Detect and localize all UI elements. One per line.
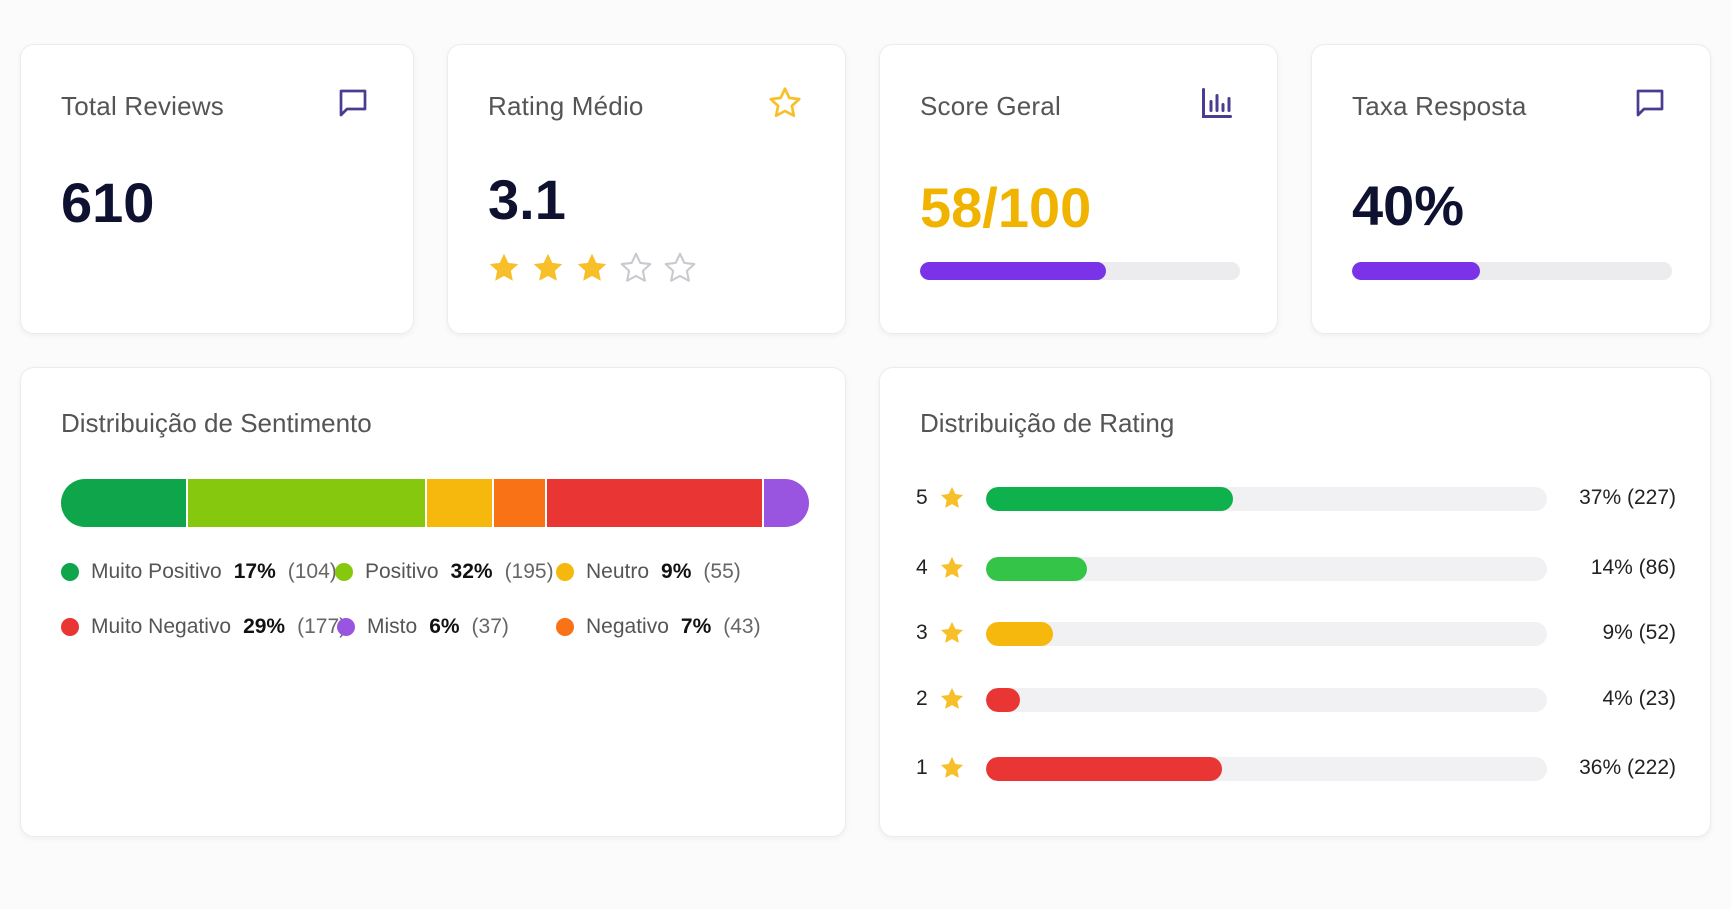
rating-star-count: 1 — [916, 756, 928, 779]
legend-item: Positivo 32% (195) — [335, 560, 554, 584]
legend-percent: 29% — [243, 615, 286, 638]
rating-bar-fill — [986, 487, 1233, 511]
rating-star-count: 2 — [916, 687, 928, 710]
sentiment-segment — [547, 479, 764, 527]
kpi-value: 610 — [61, 171, 155, 234]
legend-percent: 9% — [661, 560, 692, 583]
kpi-card-score-geral: Score Geral 58/100 — [879, 44, 1278, 334]
star-icon — [940, 486, 964, 508]
progress-fill — [920, 262, 1106, 280]
star-empty-icon — [664, 252, 696, 282]
star-empty-icon — [620, 252, 652, 282]
rating-bar-fill — [986, 622, 1054, 646]
rating-bar-track — [986, 688, 1547, 712]
legend-label: Misto — [367, 615, 418, 638]
legend-percent: 6% — [429, 615, 460, 638]
rating-bar-track — [986, 557, 1547, 581]
kpi-value: 40% — [1352, 174, 1465, 237]
sentiment-segment — [427, 479, 495, 527]
star-icon — [940, 621, 964, 643]
star-filled-icon — [533, 253, 563, 281]
star-icon — [769, 87, 801, 118]
kpi-card-total-reviews: Total Reviews 610 — [20, 44, 414, 334]
kpi-label: Taxa Resposta — [1352, 91, 1527, 121]
star-filled-icon — [489, 253, 519, 281]
sentiment-segment — [763, 479, 809, 527]
chat-icon — [339, 89, 367, 117]
kpi-label: Score Geral — [920, 91, 1061, 121]
progress-fill — [1352, 262, 1480, 280]
legend-dot — [61, 618, 79, 636]
rating-row: 3 9% (52) — [916, 619, 1676, 649]
rating-star-count: 5 — [916, 486, 928, 509]
chat-icon — [1636, 89, 1664, 117]
legend-count: (104) — [287, 560, 337, 583]
rating-bar-track — [986, 757, 1547, 781]
rating-bar-fill — [986, 688, 1020, 712]
sentiment-segment — [188, 479, 428, 527]
legend-count: (37) — [471, 615, 509, 638]
rating-percent-count: 36% (222) — [1579, 756, 1676, 779]
rating-bar-track — [986, 487, 1547, 511]
sentiment-distribution-card: Distribuição de Sentimento Muito Positiv… — [20, 367, 846, 837]
legend-item: Negativo 7% (43) — [556, 615, 761, 639]
legend-label: Neutro — [586, 560, 650, 583]
rating-bar-track — [986, 622, 1547, 646]
rating-star-count: 3 — [916, 621, 928, 644]
legend-count: (195) — [504, 560, 554, 583]
star-rating — [486, 250, 698, 286]
rating-percent-count: 4% (23) — [1602, 687, 1676, 710]
star-icon — [940, 756, 964, 778]
legend-dot — [61, 563, 79, 581]
sentiment-stacked-bar — [61, 479, 809, 527]
rating-distribution-card: Distribuição de Rating 5 37% (227) 4 14% (8… — [879, 367, 1711, 837]
legend-dot — [335, 563, 353, 581]
legend-label: Muito Negativo — [91, 615, 232, 638]
kpi-value: 58/100 — [920, 176, 1092, 239]
score-progress-bar — [920, 262, 1240, 280]
legend-dot — [556, 618, 574, 636]
rating-row: 2 4% (23) — [916, 685, 1676, 715]
sentiment-segment — [494, 479, 547, 527]
rating-star-count: 4 — [916, 556, 928, 579]
rating-row: 4 14% (86) — [916, 554, 1676, 584]
legend-dot — [556, 563, 574, 581]
legend-percent: 7% — [680, 615, 712, 638]
legend-item: Misto 6% (37) — [337, 615, 509, 639]
star-icon — [940, 556, 964, 578]
section-title: Distribuição de Rating — [920, 408, 1175, 438]
kpi-label: Rating Médio — [488, 91, 644, 121]
bar-chart-icon — [1202, 88, 1232, 118]
kpi-card-rating-medio: Rating Médio 3.1 — [447, 44, 846, 334]
star-filled-icon — [577, 253, 607, 281]
legend-count: (43) — [723, 615, 761, 638]
star-icon — [940, 687, 964, 709]
legend-item: Neutro 9% (55) — [556, 560, 741, 584]
legend-percent: 17% — [233, 560, 276, 583]
rating-bar-fill — [986, 757, 1222, 781]
rating-percent-count: 9% (52) — [1602, 621, 1676, 644]
kpi-value: 3.1 — [488, 168, 566, 231]
legend-percent: 32% — [450, 560, 493, 583]
legend-label: Positivo — [365, 560, 439, 583]
legend-label: Negativo — [586, 615, 669, 638]
sentiment-segment — [61, 479, 189, 527]
rating-percent-count: 14% (86) — [1590, 556, 1676, 579]
legend-dot — [337, 618, 355, 636]
rating-row: 1 36% (222) — [916, 754, 1676, 784]
section-title: Distribuição de Sentimento — [61, 408, 372, 438]
rating-row: 5 37% (227) — [916, 484, 1676, 514]
kpi-label: Total Reviews — [61, 91, 224, 121]
legend-count: (177) — [297, 615, 347, 638]
legend-item: Muito Positivo 17% (104) — [61, 560, 337, 584]
rating-percent-count: 37% (227) — [1579, 486, 1676, 509]
rating-bar-fill — [986, 557, 1087, 581]
response-rate-progress-bar — [1352, 262, 1672, 280]
legend-item: Muito Negativo 29% (177) — [61, 615, 346, 639]
legend-count: (55) — [703, 560, 741, 583]
legend-label: Muito Positivo — [91, 560, 222, 583]
kpi-card-taxa-resposta: Taxa Resposta 40% — [1311, 44, 1711, 334]
